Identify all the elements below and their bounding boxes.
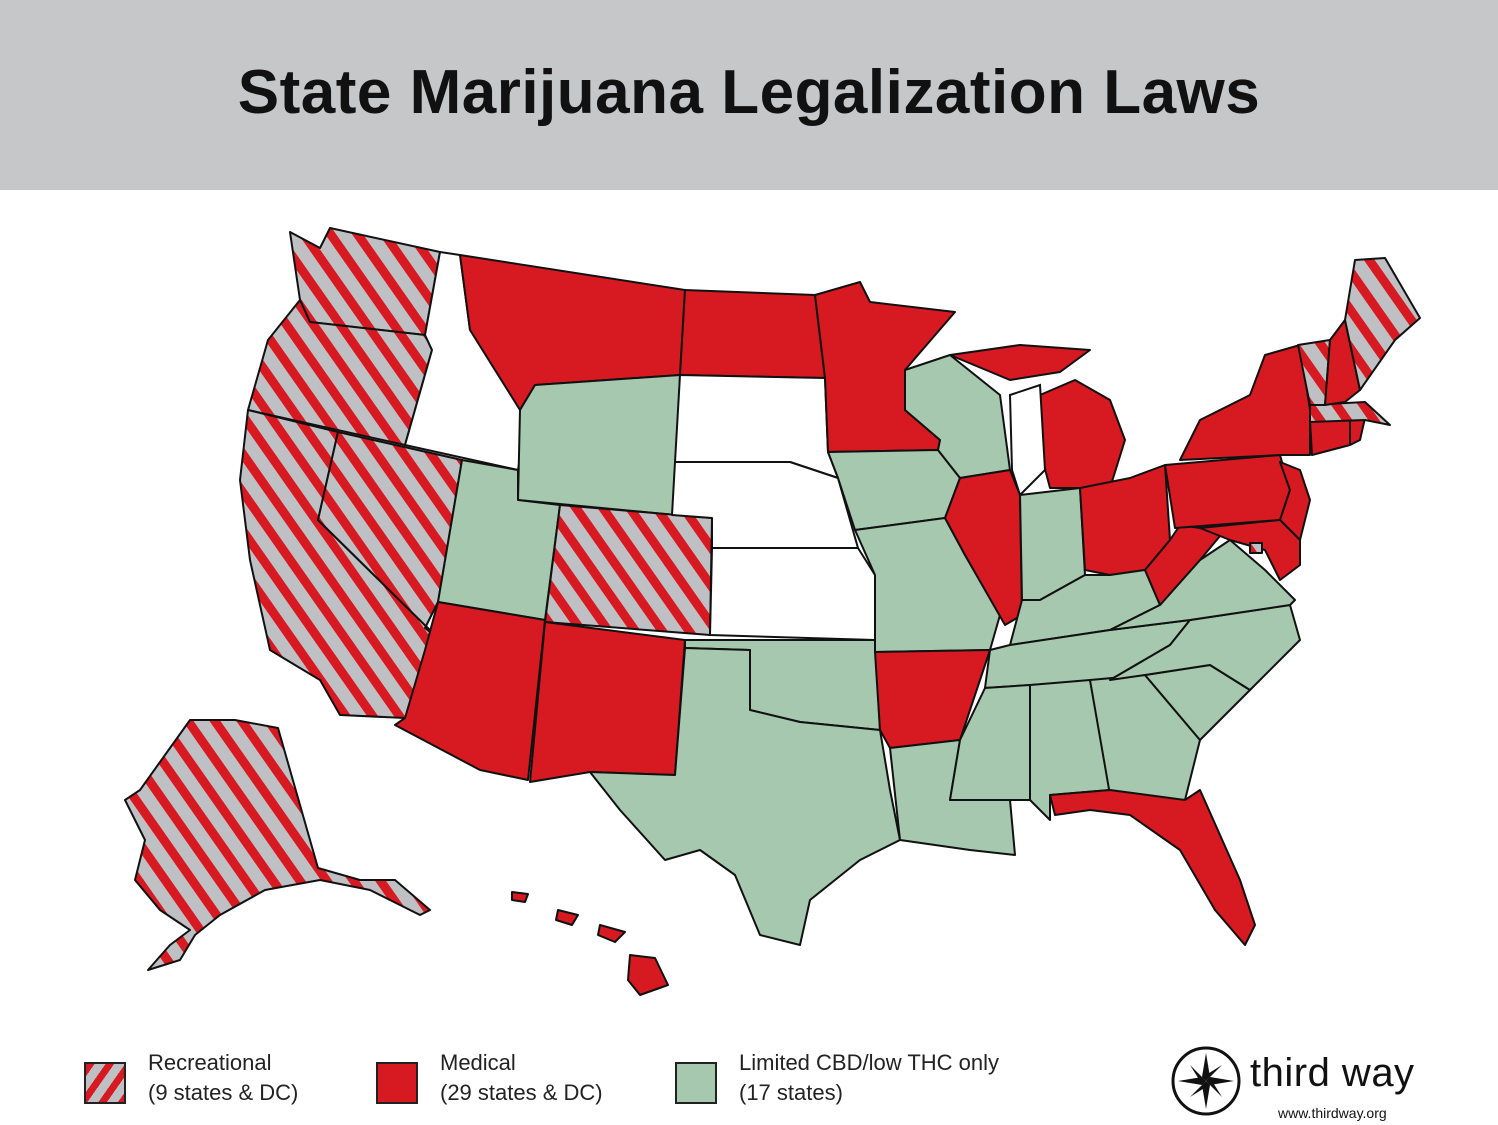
state-wy [517, 374, 681, 516]
state-fl [1049, 789, 1256, 946]
legend-count: (17 states) [739, 1080, 843, 1105]
state-me [1344, 257, 1421, 391]
state-ct [1309, 417, 1351, 456]
legend-swatch-limited [675, 1062, 717, 1104]
state-ak [124, 719, 431, 971]
state-tx [589, 647, 901, 946]
us-map [0, 190, 1498, 1030]
state-ks [709, 547, 876, 641]
state-hi-kauai [511, 891, 529, 903]
legend-count: (29 states & DC) [440, 1080, 603, 1105]
legend-count: (9 states & DC) [148, 1080, 299, 1105]
state-il [944, 469, 1023, 626]
state-nc [1109, 604, 1301, 691]
legend-limited: Limited CBD/low THC only (17 states) [675, 1048, 999, 1108]
state-ny [1179, 344, 1311, 461]
state-hi-maui [597, 924, 626, 943]
state-md [1199, 519, 1301, 581]
brand-name: third way [1250, 1051, 1415, 1095]
state-wa [289, 227, 441, 336]
state-nm [529, 621, 686, 783]
title-banner: State Marijuana Legalization Laws [0, 0, 1498, 190]
state-pa [1164, 454, 1291, 529]
legend-label: Recreational [148, 1050, 272, 1075]
brand-url: www.thirdway.org [1278, 1105, 1387, 1121]
legend-recreational: Recreational (9 states & DC) [84, 1048, 298, 1108]
state-nd [679, 289, 826, 379]
state-nh [1324, 319, 1361, 406]
legend-label: Medical [440, 1050, 516, 1075]
state-ri [1349, 417, 1366, 446]
lake-michigan [1008, 383, 1047, 497]
map-title: State Marijuana Legalization Laws [237, 57, 1261, 127]
state-hi [627, 954, 669, 996]
legend-medical: Medical (29 states & DC) [376, 1048, 603, 1108]
legend-swatch-medical [376, 1062, 418, 1104]
state-co [544, 504, 713, 636]
legend-swatch-recreational [84, 1062, 126, 1104]
third-way-logo: third way www.thirdway.org [1170, 1045, 1470, 1125]
state-ma [1309, 401, 1391, 426]
state-hi-oahu [555, 909, 579, 926]
compass-icon [1171, 1046, 1241, 1116]
legend-label: Limited CBD/low THC only [739, 1050, 1000, 1075]
us-map-svg [124, 227, 1421, 996]
district-dc [1249, 542, 1263, 554]
